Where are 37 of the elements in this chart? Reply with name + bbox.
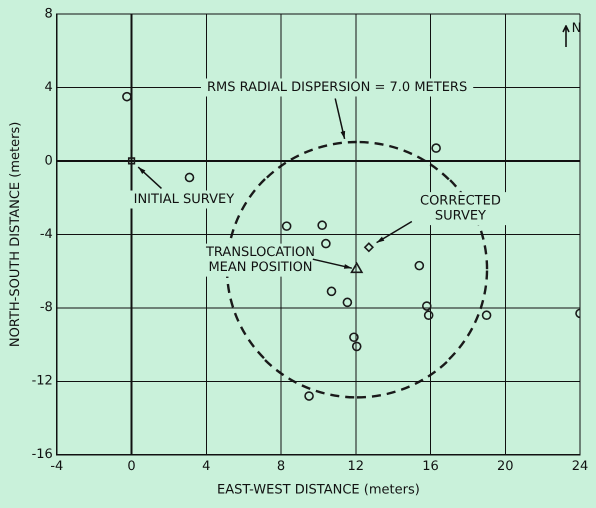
x-tick-label: 8 [276, 458, 286, 474]
point [431, 143, 441, 153]
y-tick-label: -16 [32, 447, 53, 462]
y-tick-label: -8 [40, 300, 53, 316]
point [317, 220, 327, 230]
y-tick-label: 0 [44, 153, 53, 168]
y-axis-title: NORTH-SOUTH DISTANCE (meters) [8, 122, 24, 348]
x-tick-label: 16 [422, 458, 439, 474]
point [364, 242, 374, 252]
annotation: RMS RADIAL DISPERSION = 7.0 METERS [207, 80, 468, 95]
x-tick-label: 24 [572, 458, 588, 474]
annotation: INITIAL SURVEY [134, 192, 234, 207]
y-tick-label: -12 [32, 374, 53, 389]
point [128, 157, 136, 165]
y-tick-label: 8 [44, 6, 53, 22]
point [349, 332, 359, 342]
y-tick-label: -4 [40, 226, 53, 242]
annotation: TRANSLOCATION MEAN POSITION [204, 244, 316, 275]
y-tick-label: 4 [44, 80, 53, 95]
point [326, 286, 336, 296]
point [352, 342, 362, 352]
annotation: CORRECTED SURVEY [420, 194, 501, 224]
x-tick-label: 4 [202, 458, 210, 474]
point [422, 301, 432, 311]
point [122, 92, 132, 102]
point [304, 391, 314, 401]
point [482, 310, 492, 320]
x-tick-label: 20 [496, 458, 514, 474]
point [414, 260, 424, 270]
point [424, 310, 434, 320]
point [321, 238, 331, 248]
point [184, 172, 194, 182]
point [282, 221, 292, 231]
x-axis-title: EAST-WEST DISTANCE (meters) [217, 482, 420, 498]
x-tick-label: 12 [348, 458, 364, 474]
x-tick-label: 0 [127, 458, 136, 474]
point [342, 298, 352, 308]
